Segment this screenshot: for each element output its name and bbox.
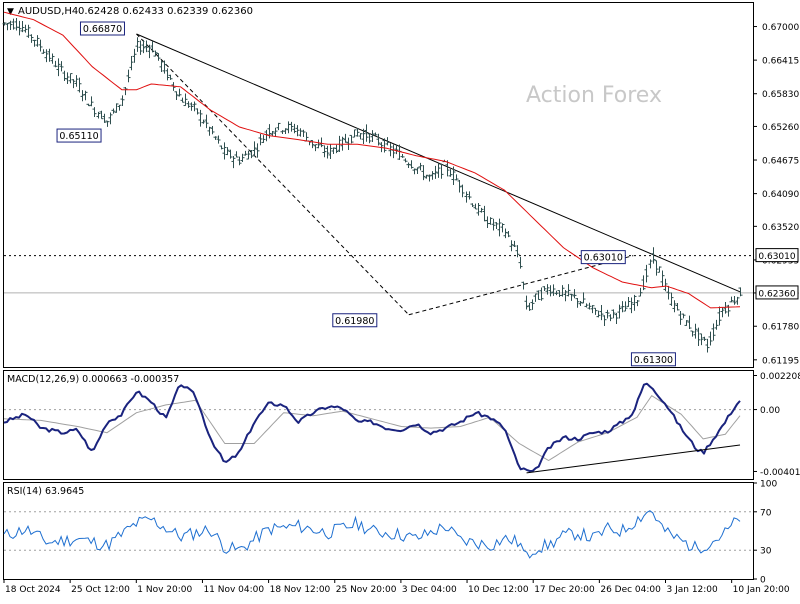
swing-label: 0.63010 <box>584 253 623 264</box>
time-tick-label: 3 Dec 04:00 <box>402 585 457 595</box>
price-tick-label: 0.64090 <box>762 190 799 200</box>
macd-title: MACD(12,26,9) 0.000663 -0.000357 <box>7 374 179 385</box>
level-price-label: 0.63010 <box>758 252 795 262</box>
time-tick-label: 10 Dec 12:00 <box>468 585 529 595</box>
time-tick-label: 17 Dec 20:00 <box>534 585 595 595</box>
ohlc-values: 0.62428 0.62433 0.62339 0.62360 <box>78 6 253 17</box>
time-tick-label: 3 Jan 12:00 <box>667 585 719 595</box>
dashed-channel-line <box>136 33 410 316</box>
time-tick-label: 18 Oct 2024 <box>5 585 61 595</box>
macd-tick-label: 0.002208 <box>760 372 800 382</box>
price-tick-label: 0.63520 <box>762 223 799 233</box>
macd-line <box>3 382 741 472</box>
watermark: Action Forex <box>526 83 662 108</box>
time-tick-label: 10 Jan 20:00 <box>733 585 790 595</box>
macd-tick-label: -0.004012 <box>760 468 800 478</box>
current-price-box <box>755 285 799 300</box>
swing-label-box <box>580 250 626 265</box>
current-price-label: 0.62360 <box>758 289 795 299</box>
price-tick-label: 0.65830 <box>762 90 799 100</box>
descending-trendline <box>136 33 741 293</box>
rsi-tick-label: 70 <box>760 508 772 518</box>
time-tick-label: 1 Nov 20:00 <box>137 585 192 595</box>
price-tick-label: 0.66415 <box>762 57 799 67</box>
rsi-tick-label: 100 <box>760 480 777 490</box>
swing-label-box <box>56 128 102 143</box>
rsi-panel-frame <box>3 482 754 580</box>
header-arrow-icon[interactable]: ▼ <box>7 7 14 17</box>
rsi-title: RSI(14) 63.9645 <box>7 486 84 497</box>
level-price-box <box>755 248 799 263</box>
swing-label: 0.66870 <box>83 24 122 35</box>
macd-tick-label: 0.00 <box>760 406 780 416</box>
swing-label-box <box>630 352 676 367</box>
price-tick-label: 0.64675 <box>762 157 799 167</box>
price-panel-frame <box>3 2 754 368</box>
macd-signal-line <box>3 395 741 461</box>
time-tick-label: 25 Oct 12:00 <box>71 585 130 595</box>
price-tick-label: 0.61195 <box>762 356 799 366</box>
price-tick-label: 0.67000 <box>762 23 799 33</box>
swing-label: 0.61300 <box>634 355 673 366</box>
time-tick-label: 26 Dec 04:00 <box>600 585 661 595</box>
rsi-tick-label: 0 <box>760 576 766 586</box>
dashed-channel-line <box>408 255 634 316</box>
chart-title: AUDUSD,H4 <box>18 6 78 17</box>
swing-label: 0.65110 <box>59 131 98 142</box>
price-tick-label: 0.65260 <box>762 123 799 133</box>
moving-average-line <box>3 11 741 309</box>
rsi-tick-label: 30 <box>760 547 772 557</box>
price-tick-label: 0.61780 <box>762 323 799 333</box>
time-tick-label: 18 Nov 12:00 <box>270 585 331 595</box>
time-tick-label: 25 Nov 20:00 <box>336 585 397 595</box>
rsi-line <box>3 510 741 559</box>
swing-label: 0.61980 <box>335 316 374 327</box>
macd-trendline <box>526 444 741 474</box>
swing-label-box <box>79 21 125 36</box>
time-tick-label: 11 Nov 04:00 <box>203 585 264 595</box>
swing-label-box <box>332 313 378 328</box>
